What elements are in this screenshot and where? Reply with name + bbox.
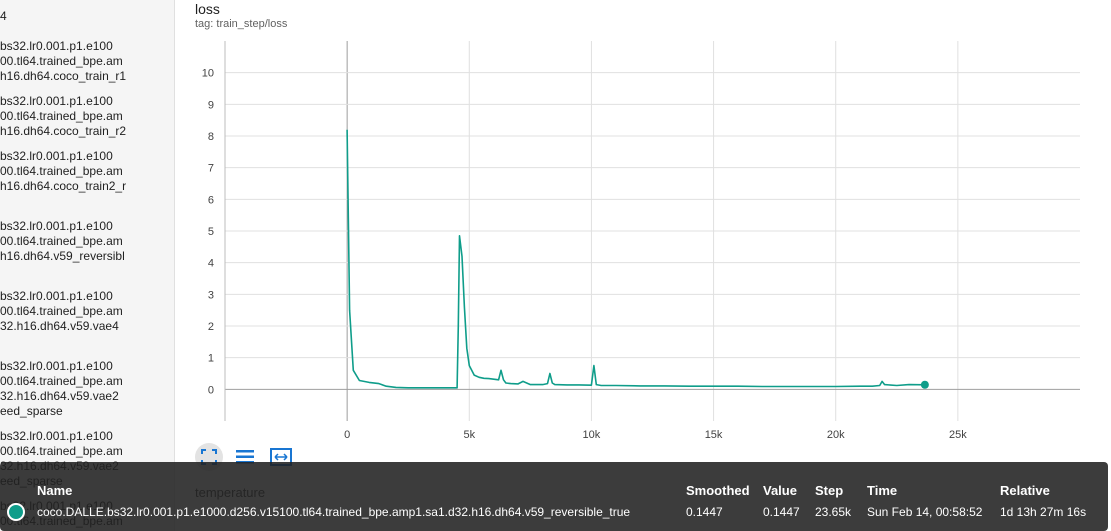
chart-axes: 0 5k 10k 15k 20k 25k 0 1 2 3 4 5 6 7 8 9 10 [202,41,967,441]
x-tick-label: 0 [344,429,350,441]
run-name-line[interactable]: 32.h16.dh64.v59.vae2 [0,389,119,403]
y-tick-label: 0 [208,384,214,396]
y-tick-label: 7 [208,163,214,175]
tooltip-smoothed: 0.1447 [686,505,723,519]
run-name-line[interactable]: h16.dh64.coco_train_r2 [0,124,127,138]
hover-point-marker [920,380,929,389]
chart-series [346,129,929,389]
fit-domain-icon [201,449,217,465]
y-tick-label: 6 [208,194,214,206]
x-tick-label: 25k [949,429,967,441]
run-name-line[interactable]: h16.dh64.v59_reversibl [0,249,125,263]
tooltip-header-value: Value [763,483,797,498]
x-tick-label: 20k [827,429,845,441]
tooltip-step: 23.65k [815,505,852,519]
y-tick-label: 1 [208,353,214,365]
tooltip-header-time: Time [867,483,898,498]
run-name-line[interactable]: eed_sparse [0,404,63,418]
x-tick-label: 5k [463,429,475,441]
chart-grid [225,41,1080,421]
run-name-line[interactable]: 00.tl64.trained_bpe.am [0,304,123,318]
x-tick-label: 10k [583,429,601,441]
series-color-dot [7,503,25,521]
y-tick-label: 10 [202,68,214,80]
x-tick-label: 15k [705,429,723,441]
loss-chart[interactable]: 0 5k 10k 15k 20k 25k 0 1 2 3 4 5 6 7 8 9 10 [180,35,1095,445]
chart-title: loss [195,1,220,17]
run-name-line[interactable]: bs32.lr0.001.p1.e100 [0,359,113,373]
y-tick-label: 2 [208,321,214,333]
run-name-line[interactable]: h16.dh64.coco_train2_r [0,179,127,193]
tooltip-run-name: coco.DALLE.bs32.lr0.001.p1.e1000.d256.v1… [37,505,631,519]
tooltip-header-smoothed: Smoothed [686,483,750,498]
chart-tag: tag: train_step/loss [195,18,288,30]
run-name-line[interactable]: 00.tl64.trained_bpe.am [0,164,123,178]
run-name-line[interactable]: 00.tl64.trained_bpe.am [0,374,123,388]
y-tick-label: 8 [208,131,214,143]
run-name-line[interactable]: 00.tl64.trained_bpe.am [0,444,123,458]
tooltip-value: 0.1447 [763,505,800,519]
tooltip-time: Sun Feb 14, 00:58:52 [867,505,983,519]
run-name-line[interactable]: bs32.lr0.001.p1.e100 [0,429,113,443]
runs-sidebar: 4 bs32.lr0.001.p1.e100 00.tl64.trained_bpe… [0,0,175,531]
run-name-line[interactable]: bs32.lr0.001.p1.e100 [0,39,113,53]
y-tick-label: 9 [208,99,214,111]
run-name-line[interactable]: bs32.lr0.001.p1.e100 [0,289,113,303]
tooltip-header-relative: Relative [1000,483,1050,498]
run-name-line[interactable]: 32.h16.dh64.v59.vae4 [0,319,119,333]
loss-series-line [346,129,925,389]
run-name-line[interactable]: bs32.lr0.001.p1.e100 [0,149,113,163]
data-tooltip: Name Smoothed Value Step Time Relative c… [0,462,1108,531]
run-name-line[interactable]: 00.tl64.trained_bpe.am [0,109,123,123]
run-name-line[interactable]: 4 [0,9,7,23]
y-tick-label: 3 [208,289,214,301]
run-name-line[interactable]: h16.dh64.coco_train_r1 [0,69,127,83]
y-tick-label: 4 [208,258,214,270]
y-tick-label: 5 [208,226,214,238]
tooltip-header-name: Name [37,483,73,498]
run-name-line[interactable]: bs32.lr0.001.p1.e100 [0,94,113,108]
run-name-line[interactable]: bs32.lr0.001.p1.e100 [0,219,113,233]
tooltip-header-step: Step [815,483,844,498]
run-name-line[interactable]: 00.tl64.trained_bpe.am [0,54,123,68]
run-name-line[interactable]: 00.tl64.trained_bpe.am [0,234,123,248]
tooltip-relative: 1d 13h 27m 16s [1000,505,1087,519]
